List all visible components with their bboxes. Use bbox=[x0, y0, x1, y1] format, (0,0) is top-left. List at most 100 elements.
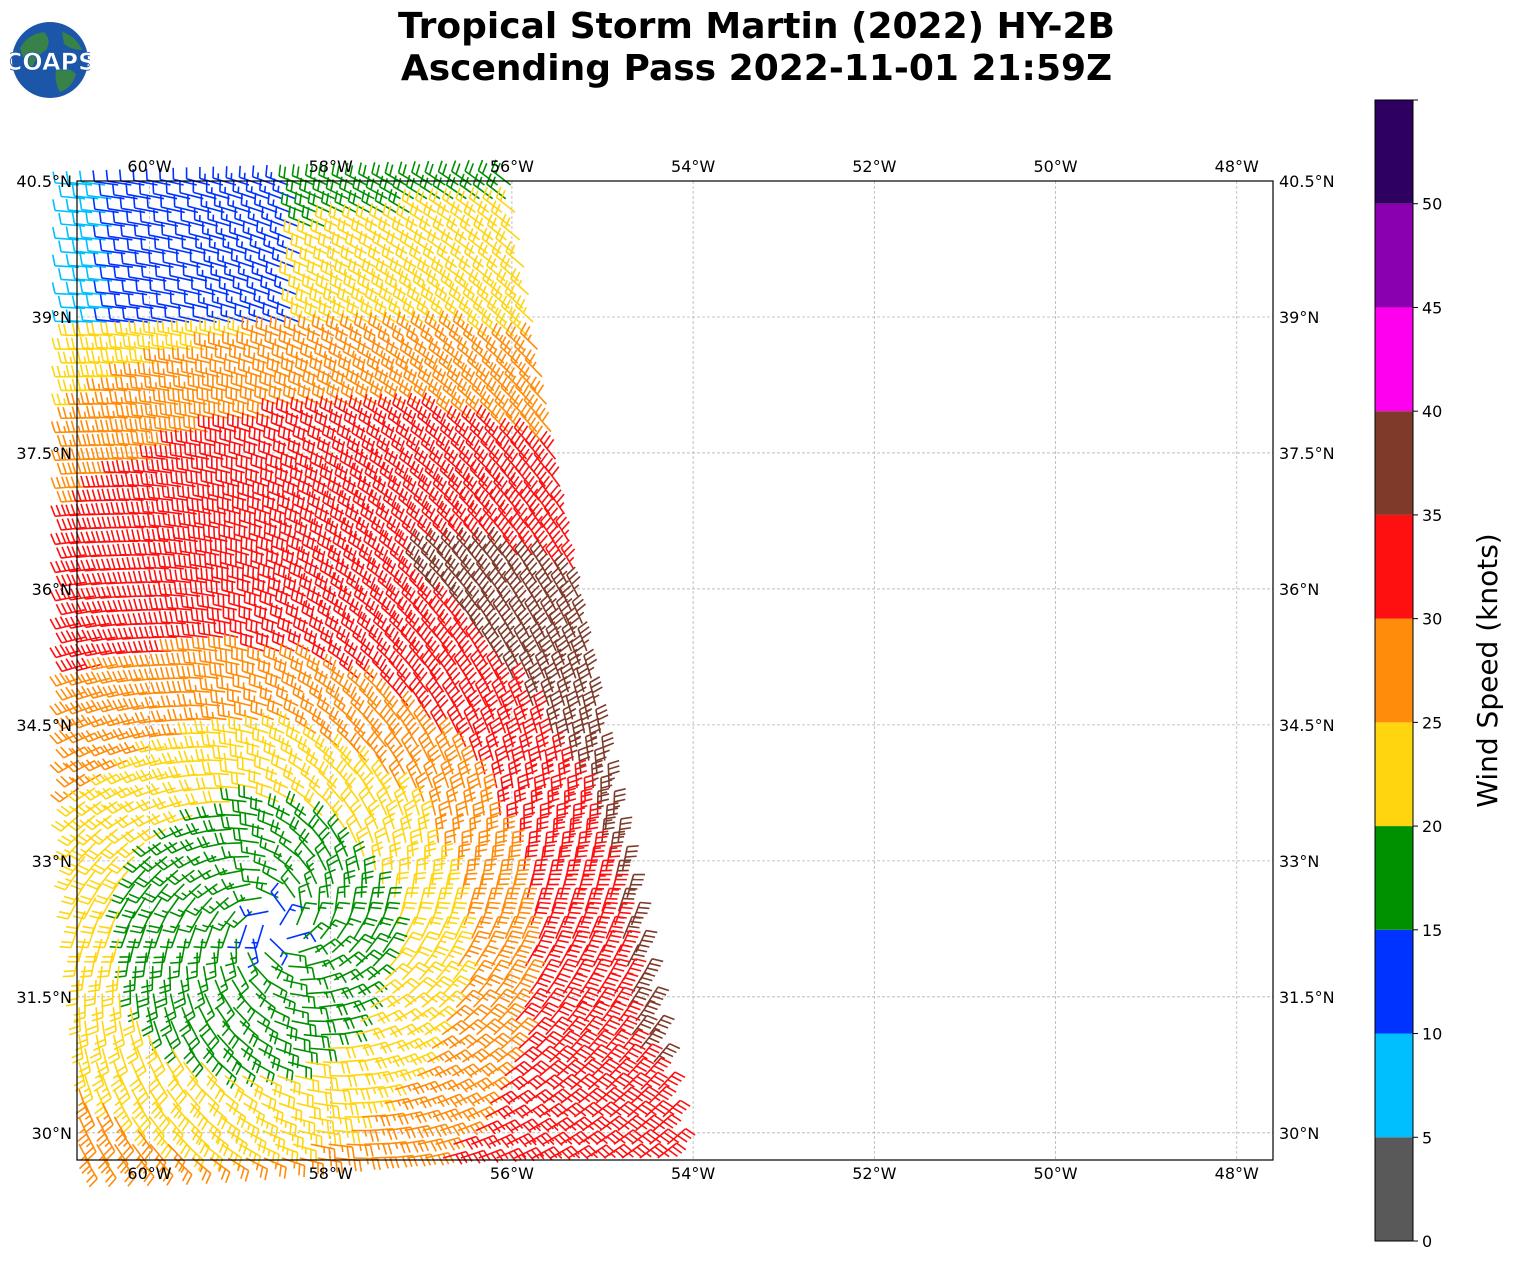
wind-barb-half-feather bbox=[337, 350, 341, 358]
wind-barb-feather bbox=[398, 508, 405, 520]
wind-barb-feather bbox=[427, 204, 433, 217]
wind-barb-feather bbox=[121, 557, 127, 570]
wind-barb-feather bbox=[372, 246, 377, 259]
wind-barb-feather bbox=[259, 466, 263, 478]
wind-barb-half-feather bbox=[69, 411, 73, 419]
wind-barb-feather bbox=[477, 241, 484, 253]
wind-barb-feather bbox=[86, 377, 91, 390]
wind-barb-staff bbox=[361, 200, 384, 214]
wind-barb-feather bbox=[110, 558, 116, 570]
wind-barb bbox=[328, 408, 352, 433]
wind-barb bbox=[240, 193, 265, 214]
wind-barb-staff bbox=[318, 174, 341, 186]
wind-barb-feather bbox=[403, 426, 410, 438]
wind-barb-half-feather bbox=[559, 502, 565, 508]
wind-barb-half-feather bbox=[251, 282, 254, 289]
wind-barb-feather bbox=[96, 489, 102, 501]
wind-barb-feather bbox=[254, 374, 258, 387]
wind-barb-feather bbox=[120, 474, 125, 487]
wind-barb-half-feather bbox=[384, 267, 388, 275]
wind-barb-feather bbox=[91, 350, 96, 363]
wind-barb-feather bbox=[341, 219, 346, 232]
wind-barb-feather bbox=[138, 182, 142, 195]
wind-barb-feather bbox=[91, 461, 97, 473]
wind-barb-feather bbox=[238, 508, 241, 521]
wind-barb-staff bbox=[254, 203, 278, 214]
wind-barb bbox=[71, 267, 99, 282]
wind-barb-feather bbox=[156, 319, 160, 332]
wind-barb-staff bbox=[94, 180, 119, 186]
wind-barb-feather bbox=[296, 166, 300, 178]
wind-barb-feather bbox=[177, 527, 181, 539]
wind-barb-feather bbox=[387, 188, 393, 201]
wind-barb bbox=[258, 247, 282, 268]
wind-barb-feather bbox=[256, 482, 260, 494]
wind-barb-feather bbox=[142, 583, 147, 596]
wind-barb-feather bbox=[432, 174, 438, 186]
wind-barb-feather bbox=[173, 401, 177, 414]
wind-barb-half-feather bbox=[268, 240, 271, 247]
wind-barb-feather bbox=[50, 421, 56, 433]
wind-barb-feather bbox=[306, 259, 310, 272]
wind-barb-feather bbox=[333, 206, 337, 219]
wind-barb-feather bbox=[105, 502, 111, 515]
wind-barb-staff bbox=[248, 217, 272, 227]
title-line-1: Tropical Storm Martin (2022) HY-2B bbox=[398, 6, 1115, 47]
wind-barb-feather bbox=[288, 576, 292, 589]
wind-barb-half-feather bbox=[140, 355, 143, 362]
wind-barb-staff bbox=[55, 237, 80, 241]
wind-barb-feather bbox=[245, 457, 248, 469]
wind-barb-feather bbox=[301, 220, 305, 233]
wind-barb-staff bbox=[263, 244, 287, 255]
wind-barb-half-feather bbox=[365, 350, 370, 357]
wind-barb-feather bbox=[62, 406, 68, 419]
wind-barb-half-feather bbox=[245, 200, 248, 207]
wind-barb-half-feather bbox=[278, 532, 281, 539]
wind-barb-feather bbox=[482, 186, 488, 199]
wind-barb-staff bbox=[409, 538, 429, 556]
wind-barb-feather bbox=[100, 502, 106, 515]
wind-barb-feather bbox=[336, 438, 341, 451]
wind-barb-feather bbox=[267, 192, 271, 204]
wind-barb-feather bbox=[227, 193, 230, 206]
wind-barb-feather bbox=[280, 191, 284, 204]
wind-barb-feather bbox=[86, 489, 92, 501]
wind-barb-feather bbox=[115, 530, 121, 542]
wind-barb-feather bbox=[183, 442, 187, 455]
wind-barb-feather bbox=[71, 350, 76, 363]
wind-barb-feather bbox=[447, 425, 455, 437]
wind-barb-feather bbox=[400, 205, 406, 217]
wind-barb-feather bbox=[58, 212, 62, 225]
wind-barb-half-feather bbox=[272, 295, 275, 302]
wind-barb-feather bbox=[159, 444, 163, 457]
wind-barb-staff bbox=[216, 232, 240, 241]
wind-barb-feather bbox=[482, 562, 491, 573]
wind-barb-feather bbox=[522, 553, 532, 563]
wind-barb-half-feather bbox=[134, 396, 138, 403]
wind-barb-feather bbox=[141, 292, 145, 305]
wind-barb-feather bbox=[186, 458, 189, 471]
wind-barb-feather bbox=[238, 428, 241, 440]
wind-barb-feather bbox=[105, 405, 110, 417]
title-line-2: Ascending Pass 2022-11-01 21:59Z bbox=[400, 48, 1113, 89]
wind-barb bbox=[349, 326, 372, 351]
wind-barb-feather bbox=[484, 458, 493, 470]
wind-barb-feather bbox=[70, 476, 76, 488]
wind-barb-feather bbox=[136, 529, 141, 541]
wind-barb-feather bbox=[115, 474, 120, 486]
wind-barb-feather bbox=[244, 371, 248, 383]
wind-barb-feather bbox=[257, 562, 261, 574]
wind-barb bbox=[78, 170, 106, 186]
wind-barb-feather bbox=[139, 210, 142, 222]
wind-barb-feather bbox=[499, 189, 506, 202]
wind-barb-feather bbox=[79, 392, 85, 404]
wind-barb-feather bbox=[121, 460, 126, 472]
wind-barb bbox=[310, 218, 334, 241]
wind-barb-feather bbox=[114, 391, 118, 403]
wind-barb-staff bbox=[459, 224, 481, 241]
wind-barb-feather bbox=[372, 230, 377, 242]
wind-barb-feather bbox=[55, 476, 62, 489]
wind-barb-feather bbox=[174, 444, 177, 456]
wind-barb-feather bbox=[480, 285, 487, 297]
wind-barb-feather bbox=[195, 457, 199, 469]
